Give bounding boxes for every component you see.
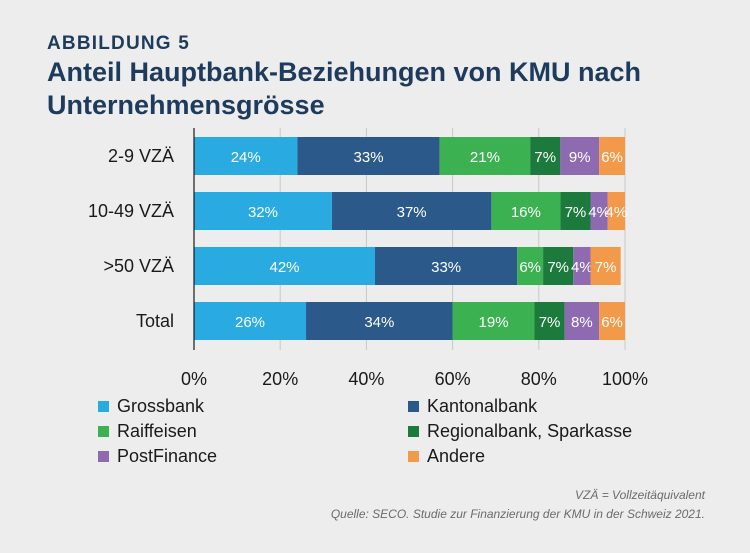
category-label-2: >50 VZÄ <box>103 256 174 276</box>
category-label-1: 10-49 VZÄ <box>88 201 174 221</box>
footnote-source: Quelle: SECO. Studie zur Finanzierung de… <box>330 507 705 521</box>
bar-label-2-0: 42% <box>269 259 299 276</box>
bar-0-1 <box>297 137 440 175</box>
bar-0-4 <box>560 137 600 175</box>
bar-label-1-3: 7% <box>565 204 587 221</box>
bar-2-3 <box>543 247 574 285</box>
legend-label-2: Raiffeisen <box>117 421 197 441</box>
bar-label-3-5: 6% <box>601 314 623 331</box>
bar-2-5 <box>590 247 621 285</box>
bar-label-3-1: 34% <box>364 314 394 331</box>
bar-label-1-1: 37% <box>397 204 427 221</box>
bar-label-0-4: 9% <box>569 149 591 166</box>
legend-item-3: Regionalbank, Sparkasse <box>408 421 632 442</box>
legend-label-3: Regionalbank, Sparkasse <box>427 421 633 441</box>
bar-label-1-0: 32% <box>248 204 278 221</box>
legend-label-0: Grossbank <box>117 396 205 416</box>
legend-item-2: Raiffeisen <box>98 421 197 442</box>
bar-label-3-4: 8% <box>571 314 593 331</box>
bar-label-2-3: 7% <box>547 259 569 276</box>
bar-label-2-5: 7% <box>595 259 617 276</box>
bar-3-5 <box>599 302 625 340</box>
bar-1-5 <box>607 192 625 230</box>
x-tick-label-2: 40% <box>348 369 384 389</box>
bar-label-0-5: 6% <box>601 149 623 166</box>
bar-2-0 <box>194 247 376 285</box>
legend-label-4: PostFinance <box>117 446 218 466</box>
bar-0-0 <box>194 137 298 175</box>
legend-item-4: PostFinance <box>98 446 217 467</box>
bar-label-3-0: 26% <box>235 314 265 331</box>
legend-swatch-5 <box>408 451 419 462</box>
legend-item-1: Kantonalbank <box>408 396 537 417</box>
bar-label-2-2: 6% <box>519 259 541 276</box>
bar-label-1-5: 4% <box>606 204 628 221</box>
bar-1-3 <box>560 192 591 230</box>
x-tick-label-5: 100% <box>602 369 648 389</box>
bar-0-5 <box>599 137 625 175</box>
bar-label-0-3: 7% <box>534 149 556 166</box>
bar-3-2 <box>452 302 535 340</box>
legend-item-0: Grossbank <box>98 396 204 417</box>
bar-3-0 <box>194 302 307 340</box>
legend-item-5: Andere <box>408 446 485 467</box>
bar-1-2 <box>491 192 561 230</box>
bar-1-4 <box>590 192 608 230</box>
figure-label: ABBILDUNG 5 <box>47 33 191 54</box>
bar-1-0 <box>194 192 332 230</box>
x-tick-label-4: 80% <box>521 369 557 389</box>
legend-swatch-0 <box>98 401 109 412</box>
bar-label-3-3: 7% <box>539 314 561 331</box>
category-label-3: Total <box>136 311 174 331</box>
category-label-0: 2-9 VZÄ <box>108 146 174 166</box>
bar-2-1 <box>375 247 518 285</box>
legend-swatch-3 <box>408 426 419 437</box>
bar-label-1-2: 16% <box>511 204 541 221</box>
legend-label-5: Andere <box>427 446 486 466</box>
bar-3-4 <box>564 302 600 340</box>
x-tick-label-3: 60% <box>435 369 471 389</box>
bar-label-2-4: 4% <box>571 259 593 276</box>
bar-label-2-1: 33% <box>431 259 461 276</box>
x-tick-label-0: 0% <box>181 369 207 389</box>
bar-2-4 <box>573 247 591 285</box>
bar-label-0-1: 33% <box>354 149 384 166</box>
chart-title: Anteil Hauptbank-Beziehungen von KMU nac… <box>47 57 642 120</box>
bar-0-3 <box>530 137 561 175</box>
bar-label-0-2: 21% <box>470 149 500 166</box>
x-tick-label-1: 20% <box>262 369 298 389</box>
bar-2-2 <box>517 247 544 285</box>
legend-swatch-2 <box>98 426 109 437</box>
bar-1-1 <box>331 192 492 230</box>
bar-label-1-4: 4% <box>588 204 610 221</box>
footnote-abbreviation: VZÄ = Vollzeitäquivalent <box>575 488 705 502</box>
bar-0-2 <box>439 137 531 175</box>
legend-swatch-4 <box>98 451 109 462</box>
bar-label-0-0: 24% <box>231 149 261 166</box>
legend-swatch-1 <box>408 401 419 412</box>
legend-label-1: Kantonalbank <box>427 396 538 416</box>
bar-3-1 <box>306 302 453 340</box>
bar-label-3-2: 19% <box>479 314 509 331</box>
bar-3-3 <box>534 302 565 340</box>
